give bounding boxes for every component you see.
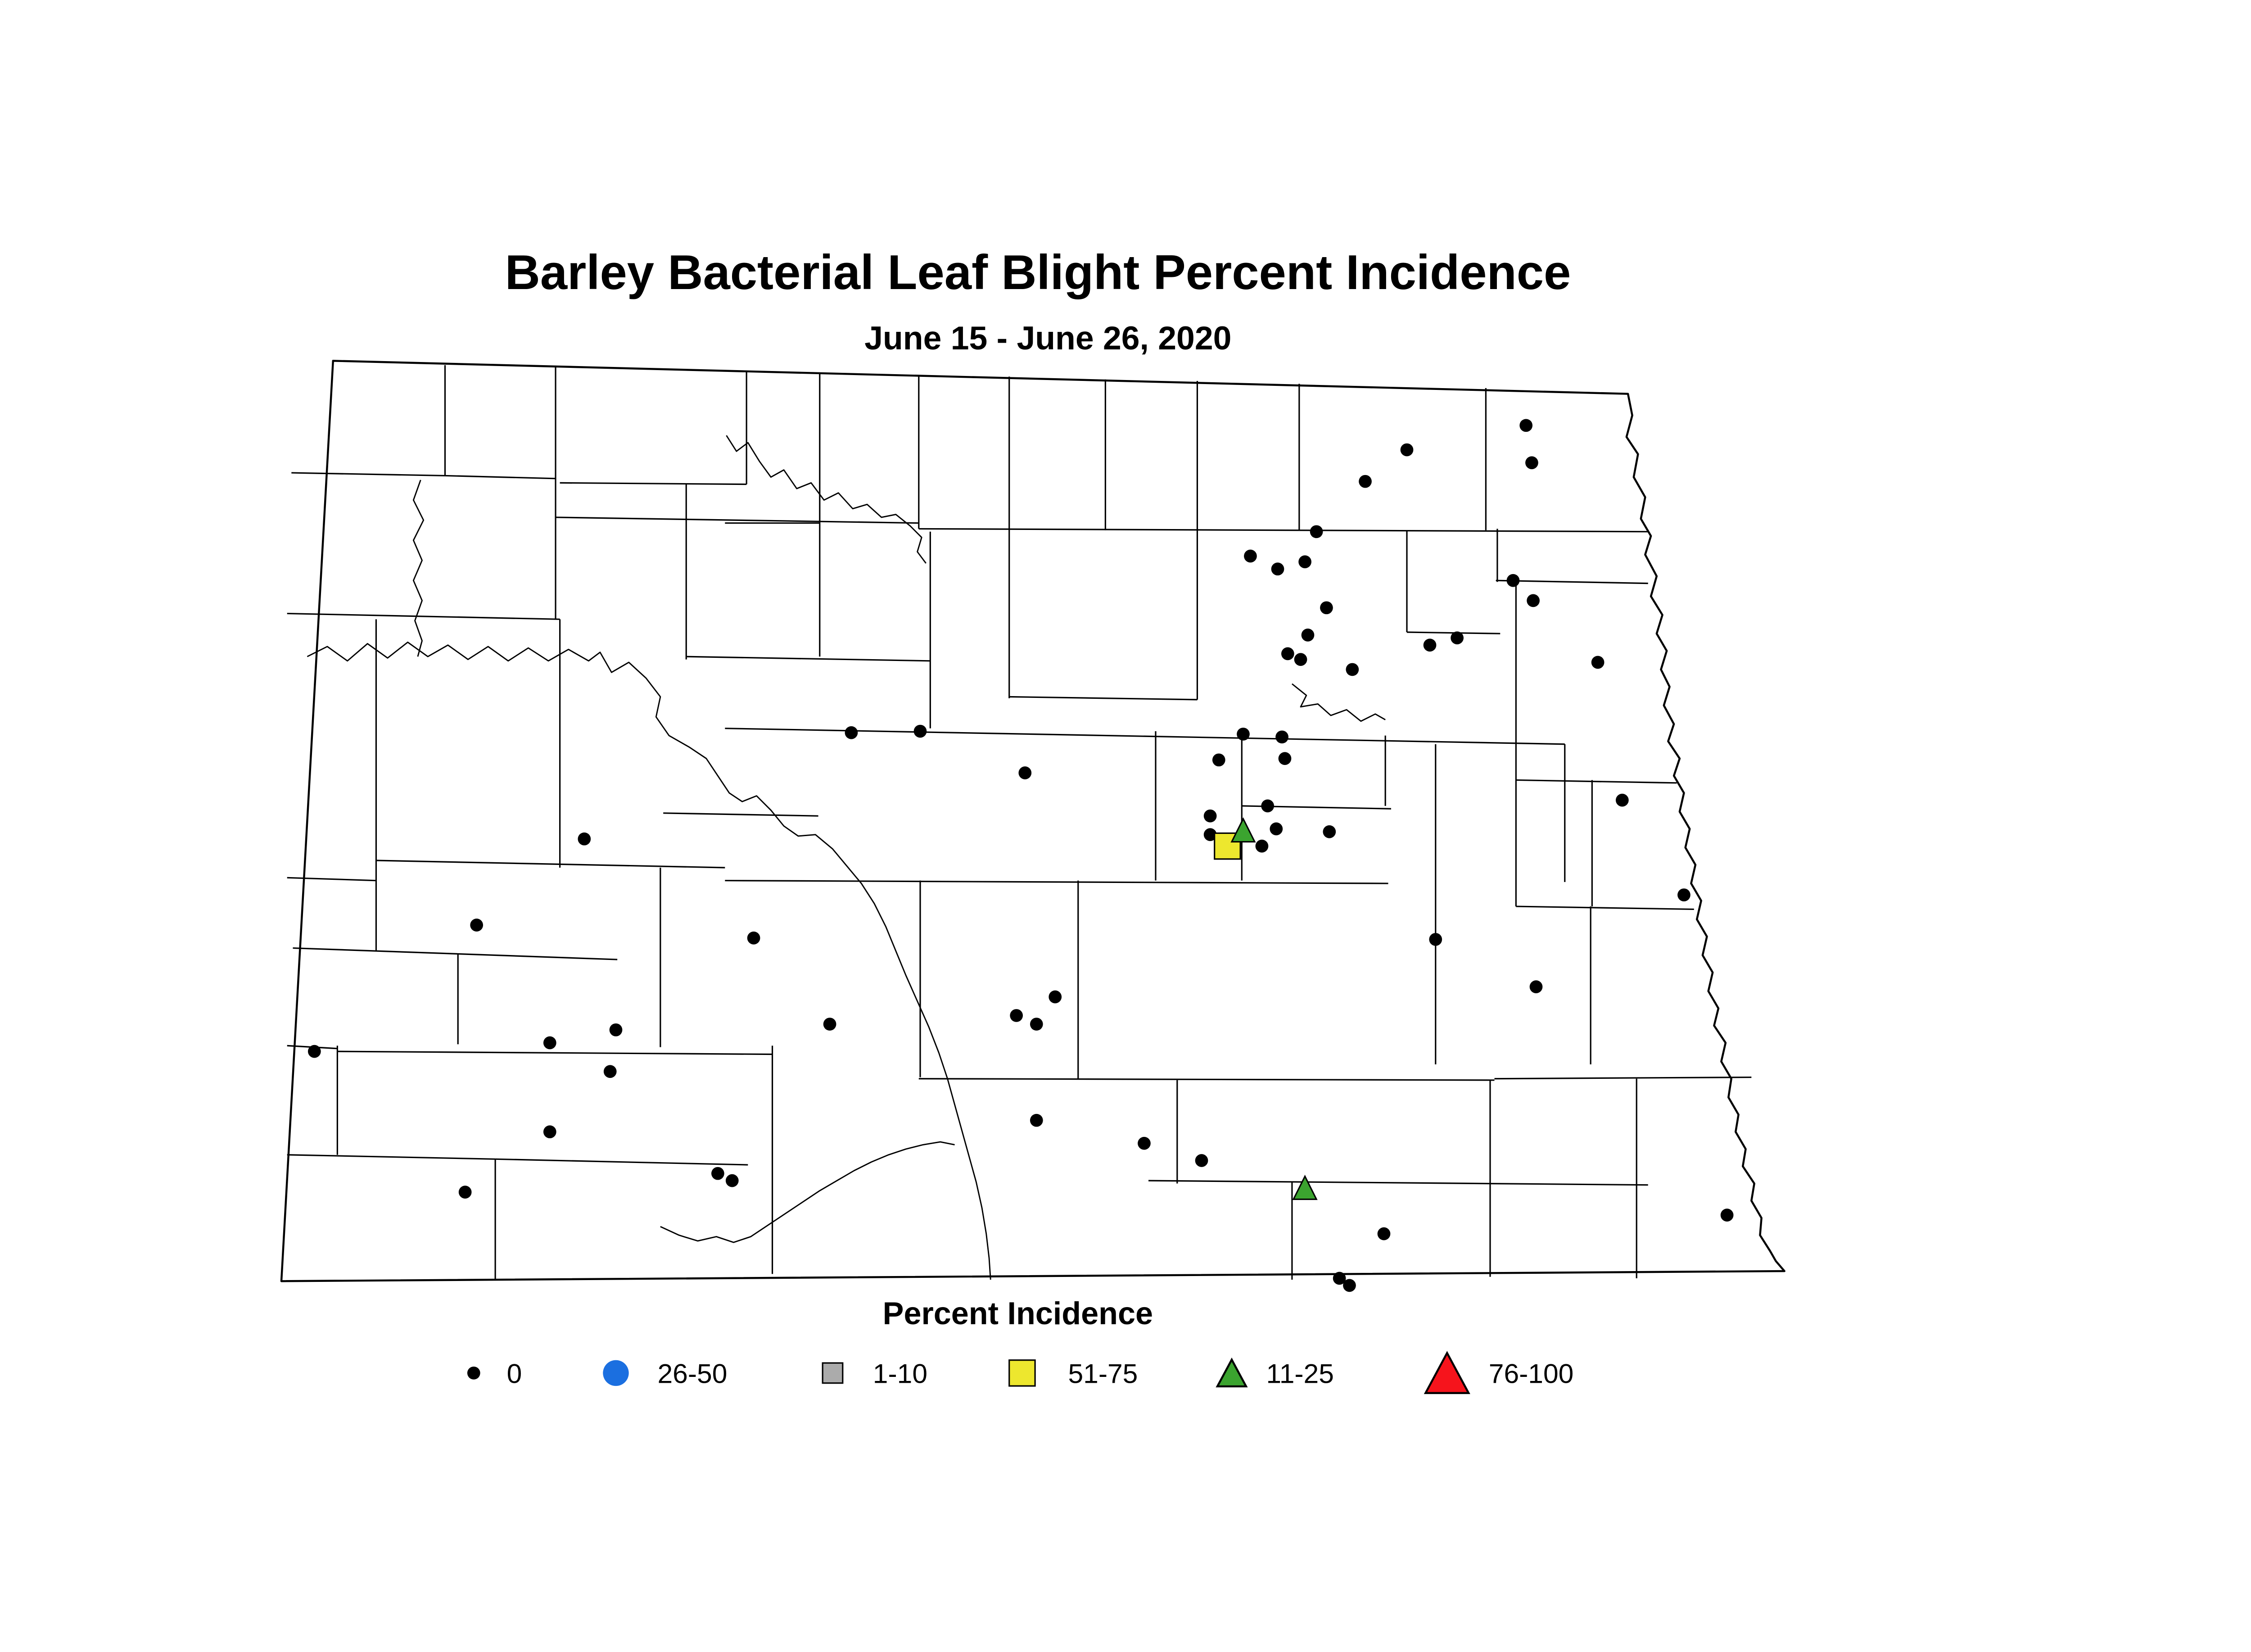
legend-marker-0 xyxy=(467,1367,480,1380)
map-point-0 xyxy=(603,1065,617,1078)
map-point-11-25 xyxy=(1292,1174,1318,1200)
map-point-0 xyxy=(1451,631,1464,645)
legend-title: Percent Incidence xyxy=(883,1295,1153,1331)
legend-marker-51-75 xyxy=(1008,1359,1036,1387)
map-point-0 xyxy=(1529,980,1543,993)
map-point-0 xyxy=(1195,1154,1208,1167)
page-subtitle: June 15 - June 26, 2020 xyxy=(864,320,1231,357)
map-point-0 xyxy=(1294,653,1307,666)
map-point-0 xyxy=(1423,638,1437,652)
legend-label: 51-75 xyxy=(1068,1358,1138,1389)
legend-label: 1-10 xyxy=(873,1358,927,1389)
legend-label: 26-50 xyxy=(657,1358,727,1389)
map-point-0 xyxy=(845,726,858,739)
map-point-0 xyxy=(1281,647,1294,661)
map-point-0 xyxy=(1519,419,1533,432)
map-point-0 xyxy=(1010,1009,1023,1022)
map-point-0 xyxy=(1320,601,1333,615)
map-point-0 xyxy=(1018,766,1032,779)
map-point-0 xyxy=(543,1036,556,1050)
data-points-layer xyxy=(307,419,1734,1292)
map-point-0 xyxy=(1359,475,1372,488)
map-point-0 xyxy=(1049,990,1062,1004)
legend-marker-1-10 xyxy=(822,1362,844,1384)
map-point-0 xyxy=(543,1125,556,1139)
map-point-0 xyxy=(711,1167,724,1180)
legend-label: 11-25 xyxy=(1266,1358,1334,1389)
map-point-0 xyxy=(1138,1136,1151,1150)
map-point-0 xyxy=(1270,822,1283,836)
legend-label: 76-100 xyxy=(1489,1358,1574,1389)
map-point-0 xyxy=(1400,443,1414,457)
map-point-11-25 xyxy=(1230,817,1256,843)
map-point-0 xyxy=(1203,809,1217,823)
map-point-0 xyxy=(307,1045,321,1058)
state-outline xyxy=(280,360,1785,1282)
map-point-0 xyxy=(1677,888,1691,901)
map-point-0 xyxy=(458,1186,472,1199)
map-point-0 xyxy=(1271,562,1284,576)
page-title: Barley Bacterial Leaf Blight Percent Inc… xyxy=(505,245,1571,299)
map-point-0 xyxy=(1203,828,1217,841)
legend-label: 0 xyxy=(507,1358,522,1389)
map-point-0 xyxy=(1323,825,1336,838)
map-point-0 xyxy=(1278,752,1292,765)
map-point-0 xyxy=(1030,1018,1043,1031)
map-point-0 xyxy=(1212,753,1225,767)
map-point-0 xyxy=(1527,594,1540,607)
legend: Percent Incidence 0 26-50 1-10 51-75 11-25 76… xyxy=(467,1295,1574,1394)
map-point-0 xyxy=(1030,1113,1043,1127)
county-borders xyxy=(287,365,1752,1280)
map-point-0 xyxy=(470,919,484,932)
map-point-0 xyxy=(609,1023,623,1036)
map-point-0 xyxy=(1237,728,1250,741)
map-point-0 xyxy=(1591,656,1605,669)
map-point-0 xyxy=(1261,799,1275,813)
map-point-0 xyxy=(578,832,591,846)
legend-marker-76-100 xyxy=(1424,1351,1470,1394)
map-point-0 xyxy=(1506,574,1520,587)
map-point-0 xyxy=(1333,1272,1346,1285)
map-point-0 xyxy=(1255,839,1269,853)
legend-marker-11-25 xyxy=(1216,1358,1248,1388)
map-point-0 xyxy=(1429,933,1442,946)
map-point-0 xyxy=(1301,629,1315,642)
map-point-0 xyxy=(747,931,760,945)
rivers xyxy=(307,435,1386,1280)
map-point-0 xyxy=(725,1174,739,1187)
map-point-0 xyxy=(1525,456,1538,470)
legend-marker-26-50 xyxy=(603,1360,629,1386)
map-point-0 xyxy=(913,724,927,738)
map-point-0 xyxy=(1298,555,1311,569)
map-point-0 xyxy=(823,1018,836,1031)
map-point-0 xyxy=(1377,1227,1391,1240)
map-point-0 xyxy=(1244,549,1257,563)
map-point-0 xyxy=(1275,730,1288,744)
map-point-0 xyxy=(1346,663,1359,676)
map-point-0 xyxy=(1720,1208,1734,1222)
map-point-0 xyxy=(1615,793,1629,807)
map-point-0 xyxy=(1343,1279,1356,1292)
map-point-0 xyxy=(1310,525,1323,539)
